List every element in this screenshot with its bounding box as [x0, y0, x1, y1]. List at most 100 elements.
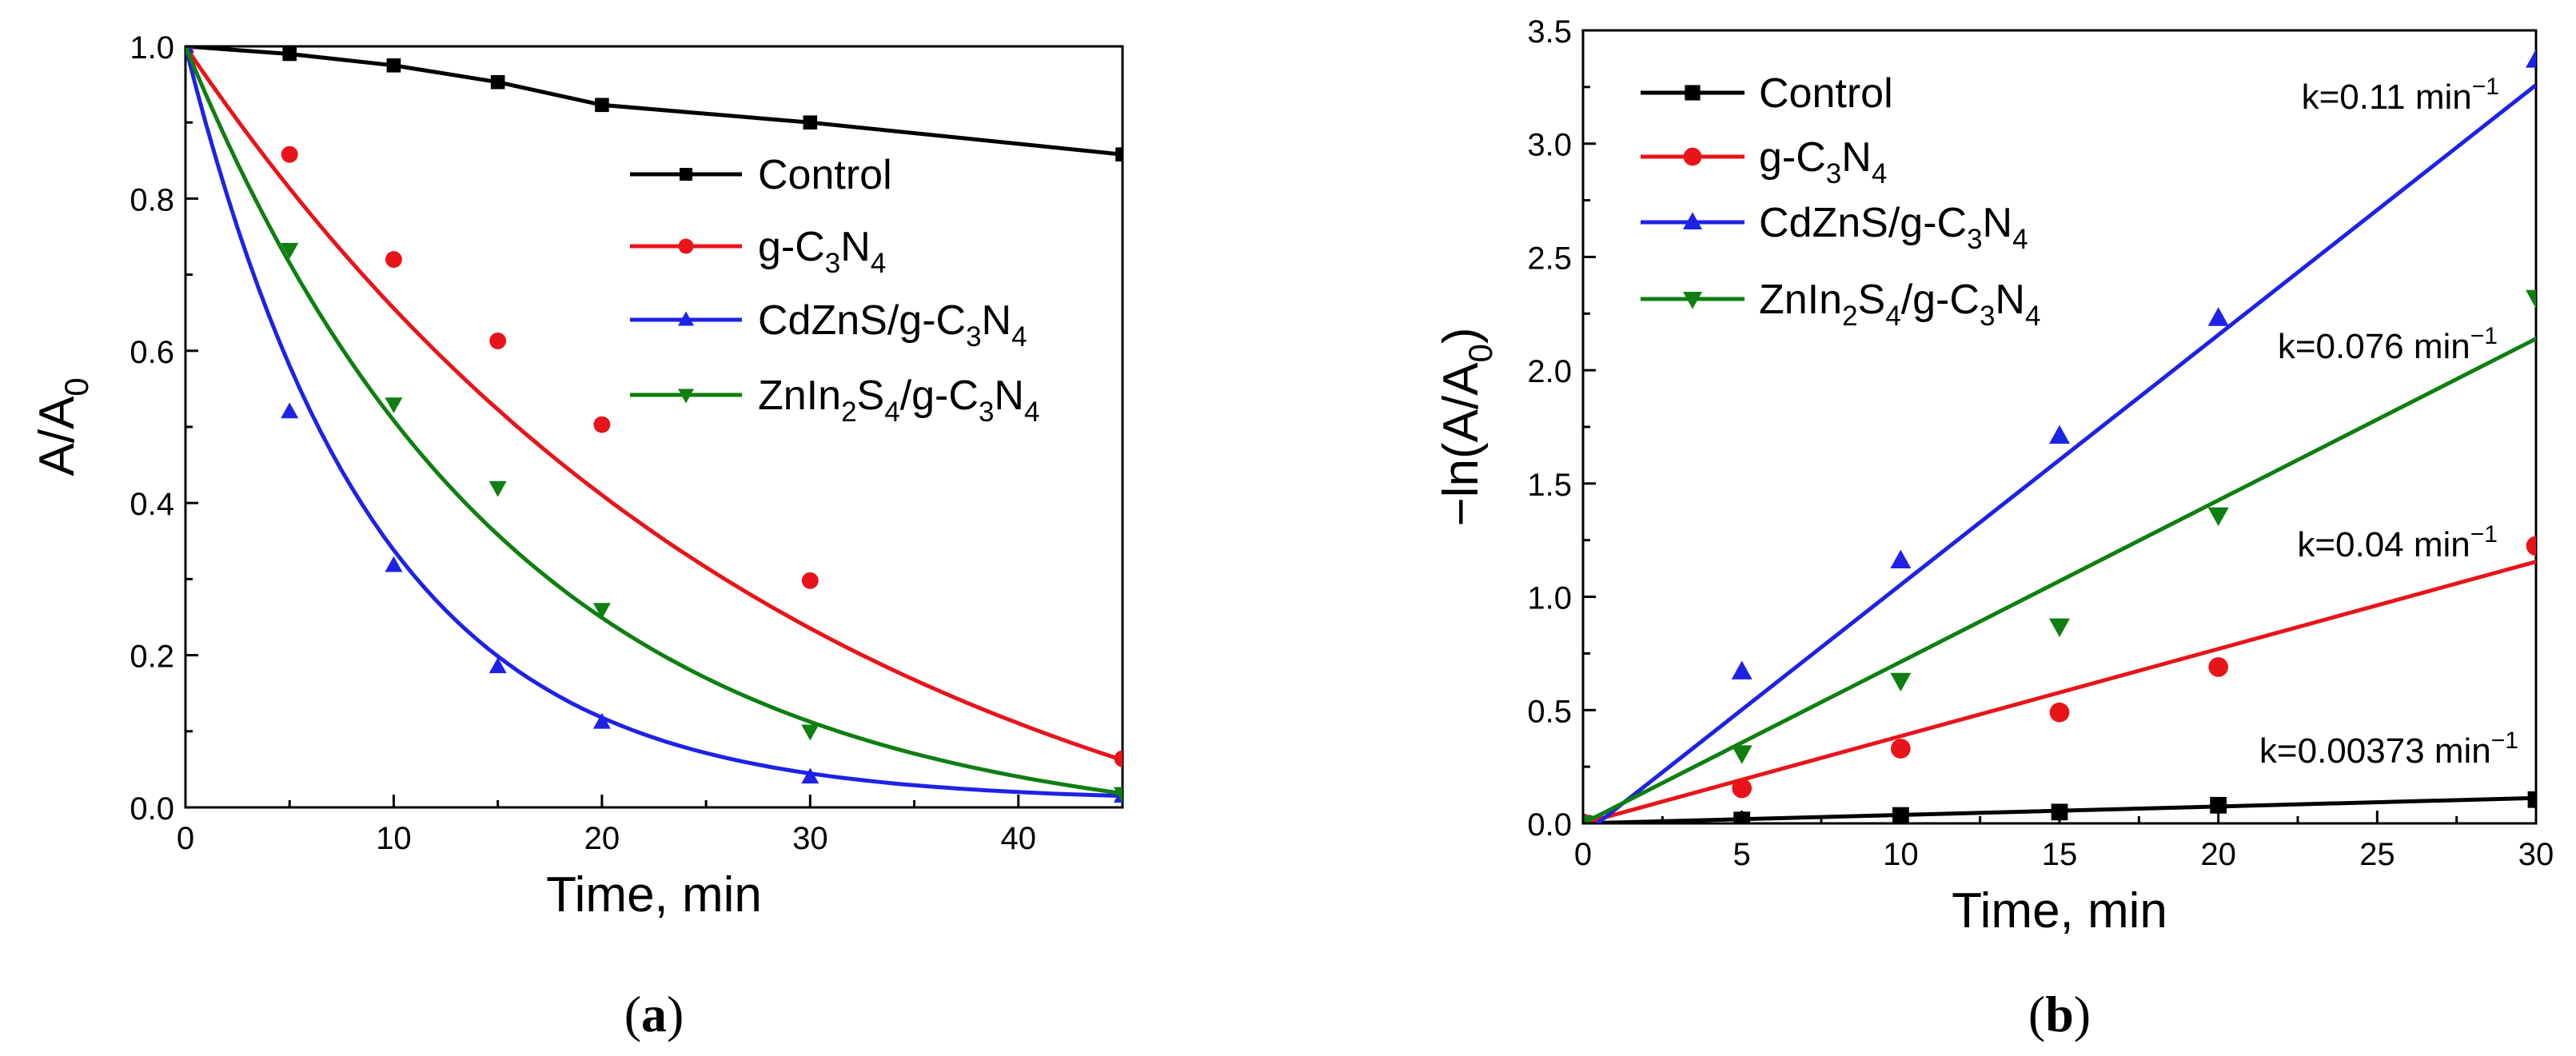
legend-label-cdzns-g-c3n4-part: CdZnS/g-C — [758, 297, 966, 344]
legend-label-cdzns-g-c3n4: CdZnS/g-C3N4 — [1759, 200, 2028, 255]
x-tick-label: 30 — [2518, 837, 2554, 872]
legend-marker-znin2s4-g-c3n4 — [1683, 292, 1702, 309]
y-tick-label: 3.0 — [1527, 128, 1572, 163]
legend-marker-znin2s4-g-c3n4 — [678, 389, 694, 404]
plot-clip-a — [185, 46, 1123, 803]
legend-label-znin2s4-g-c3n4-part: N — [1995, 277, 2025, 323]
y-tick-label: 0.5 — [1527, 694, 1572, 729]
legend-marker-g-c3n4 — [678, 238, 694, 254]
legend-label-znin2s4-g-c3n4-part: ZnIn — [758, 373, 841, 419]
x-axis-label-b: Time, min — [1952, 883, 2167, 938]
data-point-g-c3n4 — [281, 145, 298, 163]
legend-marker-control — [680, 168, 692, 181]
legend-label-znin2s4-g-c3n4-part: /g-C — [1901, 277, 1980, 323]
y-tick-label: 0.0 — [1527, 807, 1572, 843]
data-point-cdzns-g-c3n4 — [2207, 307, 2229, 326]
legend-label-znin2s4-g-c3n4-part: /g-C — [900, 373, 979, 419]
data-point-control — [282, 46, 297, 62]
x-tick-label: 40 — [1001, 821, 1037, 856]
data-point-cdzns-g-c3n4 — [2526, 49, 2536, 68]
data-point-g-c3n4 — [593, 416, 611, 433]
k-annotation-unit-exponent: −1 — [2470, 521, 2498, 548]
legend-label-cdzns-g-c3n4-part: 3 — [1967, 224, 1982, 255]
legend-label-znin2s4-g-c3n4-part: 4 — [1024, 396, 1039, 428]
fit-line-cdzns-g-c3n4 — [185, 46, 1123, 799]
y-tick-label: 1.5 — [1527, 468, 1572, 503]
legend-label-g-c3n4-part: N — [840, 224, 871, 270]
x-tick-label: 0 — [177, 821, 194, 856]
axes-a: 0 10 20 30 40 0.0 0.2 0.4 0.6 0.8 1.0 — [130, 30, 1036, 856]
legend-label-znin2s4-g-c3n4: ZnIn2S4/g-C3N4 — [758, 373, 1039, 428]
plot-area-a — [185, 46, 1123, 803]
data-point-znin2s4-g-c3n4 — [1890, 672, 1912, 692]
k-annotation-unit-exponent: −1 — [2470, 323, 2498, 349]
data-point-g-c3n4 — [385, 251, 402, 269]
panel-caption-a: (a) — [624, 986, 684, 1042]
x-tick-label: 5 — [1733, 837, 1751, 872]
data-point-control — [490, 74, 505, 90]
legend-marker-cdzns-g-c3n4 — [1683, 212, 1702, 229]
y-axis-label-b-part: ) — [1434, 327, 1489, 344]
data-point-control — [803, 115, 818, 130]
fit-line-control — [185, 46, 1123, 157]
legend-label-g-c3n4-part: 3 — [1826, 158, 1841, 189]
y-axis-label-b: −ln(A/A0) — [1434, 327, 1499, 526]
legend-label-znin2s4-g-c3n4-part: 2 — [841, 396, 856, 428]
legend-label-znin2s4-g-c3n4-part: S — [1858, 277, 1886, 323]
x-tick-label: 10 — [1883, 837, 1919, 872]
x-tick-label: 30 — [792, 821, 828, 856]
legend-marker-g-c3n4 — [1683, 147, 1702, 166]
data-point-cdzns-g-c3n4 — [801, 767, 819, 784]
y-axis-label-b-part: −ln(A/A — [1434, 362, 1489, 527]
data-point-znin2s4-g-c3n4 — [281, 242, 299, 259]
legend-label-znin2s4-g-c3n4-part: 3 — [979, 396, 994, 428]
data-point-cdzns-g-c3n4 — [2049, 424, 2070, 444]
y-tick-label: 0.2 — [130, 640, 174, 675]
y-tick-label: 3.5 — [1527, 14, 1572, 50]
k-annotation: k=0.11 min−1 — [2302, 74, 2499, 117]
legend-label-g-c3n4-part: g-C — [758, 224, 825, 270]
y-tick-label: 2.5 — [1527, 241, 1572, 276]
k-annotation-value: k=0.00373 min — [2259, 731, 2491, 771]
k-annotation-value: k=0.11 min — [2302, 78, 2472, 117]
data-point-znin2s4-g-c3n4 — [2207, 507, 2229, 527]
legend-label-cdzns-g-c3n4-part: 3 — [966, 321, 981, 353]
data-point-cdzns-g-c3n4 — [592, 712, 611, 729]
data-point-znin2s4-g-c3n4 — [1731, 745, 1753, 764]
y-tick-label: 2.0 — [1527, 354, 1572, 389]
fit-line-znin2s4-g-c3n4 — [185, 46, 1123, 795]
legend-label-g-c3n4-part: g-C — [1759, 134, 1826, 181]
legend-label-cdzns-g-c3n4-part: 4 — [2012, 224, 2028, 255]
plot-clip-b — [1583, 49, 2536, 823]
data-point-g-c3n4 — [1114, 750, 1123, 767]
chart-panel-b: 0 5 10 15 20 25 300.00.51.01.52.02.53.03.5 Tim… — [1434, 14, 2554, 1042]
legend-label-znin2s4-g-c3n4-part: 3 — [1980, 301, 1995, 332]
y-axis-label-a: A/A0 — [30, 377, 95, 476]
legend-label-g-c3n4-part: 4 — [1872, 158, 1887, 189]
data-point-control — [1115, 147, 1123, 161]
data-point-g-c3n4 — [2049, 702, 2070, 723]
data-point-g-c3n4 — [2208, 657, 2229, 677]
k-annotation-unit-exponent: −1 — [2472, 74, 2499, 100]
data-point-g-c3n4 — [489, 332, 507, 349]
legend-label-cdzns-g-c3n4-part: 4 — [1011, 321, 1027, 353]
rate-constant-annotations: k=0.11 min−1k=0.076 min−1k=0.04 min−1k=0… — [2259, 74, 2518, 771]
data-point-cdzns-g-c3n4 — [1890, 549, 1912, 568]
legend-label-znin2s4-g-c3n4-part: ZnIn — [1759, 277, 1842, 323]
data-point-g-c3n4 — [2526, 536, 2536, 556]
data-point-g-c3n4 — [1732, 778, 1753, 799]
data-point-znin2s4-g-c3n4 — [2049, 618, 2070, 638]
y-tick-label: 1.0 — [1527, 581, 1572, 616]
x-tick-label: 20 — [2200, 837, 2236, 872]
legend-label-znin2s4-g-c3n4-part: S — [857, 373, 885, 419]
chart-panel-a: 0 10 20 30 400.00.20.40.60.81.0 Time, min A/… — [30, 30, 1124, 1042]
x-tick-label: 10 — [376, 821, 412, 856]
plot-area-b — [1583, 49, 2536, 823]
y-axis-label-a-part: 0 — [58, 377, 95, 396]
legend-label-g-c3n4-part: N — [1841, 134, 1872, 181]
legend-label-control-part: Control — [1759, 70, 1893, 117]
y-tick-label: 0.4 — [130, 487, 174, 522]
k-annotation: k=0.00373 min−1 — [2259, 727, 2518, 771]
data-point-znin2s4-g-c3n4 — [385, 397, 403, 413]
